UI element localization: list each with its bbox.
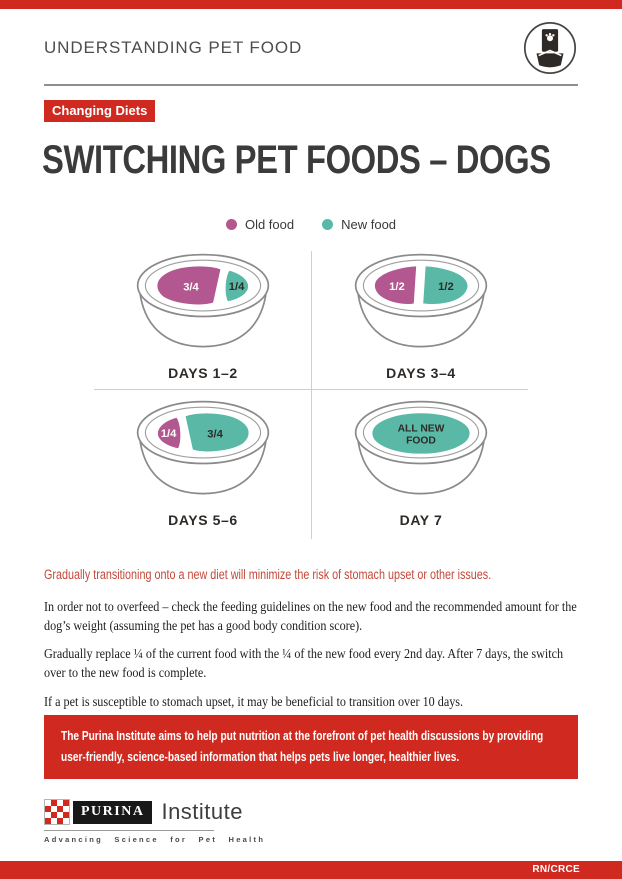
bowl-day-7: ALL NEW FOOD DAY 7 — [316, 393, 526, 528]
paragraph: In order not to overfeed – check the fee… — [44, 599, 577, 634]
logo-tagline: Advancing Science for Pet Health — [44, 835, 266, 844]
old-food-portion — [154, 263, 224, 307]
paragraph: If a pet is susceptible to stomach upset… — [44, 693, 464, 709]
bowl-illustration: 3/4 1/4 — [136, 253, 270, 348]
legend-label-old: Old food — [244, 217, 295, 232]
bowl-illustration: 1/2 1/2 — [354, 253, 488, 348]
portion-label: 1/2 — [438, 281, 454, 293]
legend-label-new: New food — [341, 217, 397, 232]
old-food-swatch — [225, 219, 237, 230]
pet-food-bag-icon — [523, 21, 577, 75]
new-food-portion — [420, 263, 471, 307]
portion-label: 1/4 — [161, 428, 177, 440]
page-title: SWITCHING PET FOODS – DOGS — [42, 138, 551, 182]
bottom-red-bar: RN/CRCE — [0, 861, 622, 879]
callout-box: The Purina Institute aims to help put nu… — [44, 715, 578, 779]
document-code: RN/CRCE — [532, 864, 580, 875]
portion-label: ALL NEW FOOD — [398, 424, 445, 447]
purina-wordmark: PURINA — [73, 800, 153, 824]
bowl-caption: DAYS 1–2 — [168, 364, 238, 381]
bowl-illustration: 1/4 3/4 — [136, 400, 270, 495]
bowl-caption: DAYS 3–4 — [386, 364, 456, 381]
callout-text: The Purina Institute aims to help put nu… — [61, 728, 544, 764]
bowl-days-5-6: 1/4 3/4 DAYS 5–6 — [98, 393, 308, 528]
portion-label: 3/4 — [183, 282, 199, 294]
legend-item-new: New food — [322, 217, 396, 232]
portion-label: 3/4 — [207, 429, 223, 441]
legend: Old food New food — [0, 217, 622, 232]
new-food-swatch — [322, 219, 334, 230]
purina-checkerboard-icon — [44, 799, 70, 825]
paragraph: Gradually replace ¼ of the current food … — [44, 646, 564, 681]
legend-item-old: Old food — [225, 217, 295, 232]
body-text: In order not to overfeed – check the fee… — [44, 597, 622, 720]
institute-wordmark: Institute — [161, 799, 243, 824]
old-food-portion — [372, 263, 419, 307]
page-header: UNDERSTANDING PET FOOD — [44, 38, 303, 57]
new-food-portion — [369, 410, 473, 457]
diagram-divider-horizontal — [94, 389, 528, 390]
purina-institute-logo: PURINA Institute Advancing Science for P… — [44, 799, 265, 844]
old-food-portion — [155, 414, 183, 452]
portion-label: 1/4 — [229, 281, 245, 293]
diagram-divider-vertical — [311, 251, 312, 539]
bowl-illustration: ALL NEW FOOD — [354, 400, 488, 495]
bowl-caption: DAYS 5–6 — [168, 511, 238, 528]
new-food-portion — [182, 410, 252, 454]
category-badge: Changing Diets — [44, 100, 156, 122]
top-red-bar — [0, 0, 622, 9]
bowl-days-3-4: 1/2 1/2 DAYS 3–4 — [316, 246, 526, 381]
header-divider — [44, 84, 578, 86]
bowl-days-1-2: 3/4 1/4 DAYS 1–2 — [98, 246, 308, 381]
highlight-text: Gradually transitioning onto a new diet … — [44, 567, 492, 582]
portion-label: 1/2 — [389, 281, 405, 293]
logo-row: PURINA Institute — [44, 799, 265, 825]
logo-divider — [44, 830, 214, 831]
new-food-portion — [223, 267, 251, 305]
bowl-caption: DAY 7 — [399, 511, 443, 528]
